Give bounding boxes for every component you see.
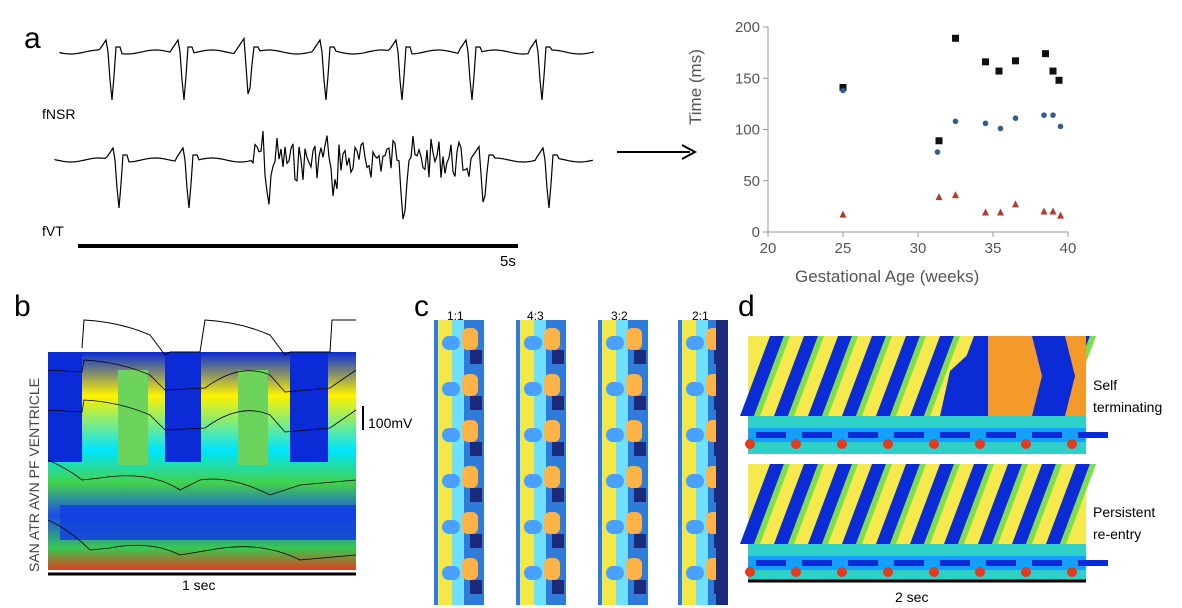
triangle-point xyxy=(1049,207,1057,215)
heatmap-green-1 xyxy=(118,370,148,465)
panel-label-a: a xyxy=(24,22,41,55)
ratio-2-1: 2:1 xyxy=(692,309,709,323)
ratio-strip xyxy=(434,320,484,605)
circle-point xyxy=(1057,123,1064,130)
ap-line-3 xyxy=(47,399,357,433)
heatmap-blue-1 xyxy=(48,352,82,462)
ap-line-4 xyxy=(47,459,357,496)
panel-c-strips xyxy=(434,320,728,605)
heatmap-green-2 xyxy=(238,370,268,465)
x-tick-label: 25 xyxy=(835,240,852,257)
circle-point xyxy=(1050,112,1056,118)
ratio-strip xyxy=(678,320,728,605)
fnsr-trace xyxy=(59,36,595,101)
y-tick-label: 100 xyxy=(735,122,760,139)
ap-line-5 xyxy=(47,519,357,561)
chart-x-axis-title: Gestational Age (weeks) xyxy=(795,267,980,286)
persistent-line2: re-entry xyxy=(1093,526,1142,542)
triangle-point xyxy=(952,191,959,199)
circle-point xyxy=(934,149,941,155)
heatmap-deep-blue xyxy=(60,505,356,540)
x-tick-label: 30 xyxy=(910,240,927,257)
panel-a-traces xyxy=(54,36,698,248)
square-point xyxy=(839,83,847,91)
square-point xyxy=(1049,67,1057,75)
x-tick-label: 40 xyxy=(1060,240,1077,257)
panel-b-heatmap xyxy=(47,319,364,576)
chart-y-axis-title: Time (ms) xyxy=(686,49,705,125)
triangle-point xyxy=(1057,211,1064,219)
fnsr-label: fNSR xyxy=(42,106,76,122)
panel-label-d: d xyxy=(738,290,755,323)
ap-line-2 xyxy=(47,359,357,393)
reentry-heatmap xyxy=(740,464,1108,582)
circle-point xyxy=(1041,112,1047,118)
ratio-strip xyxy=(598,320,648,605)
circle-point xyxy=(997,125,1004,132)
y-tick-label: 50 xyxy=(743,173,760,190)
triangle-point xyxy=(1012,200,1019,208)
circle-point xyxy=(982,120,989,127)
y-tick-label: 150 xyxy=(735,70,760,87)
triangle-point xyxy=(839,210,847,218)
square-point xyxy=(1042,50,1049,58)
x-tick-label: 35 xyxy=(985,240,1002,257)
circle-point xyxy=(840,87,846,94)
square-point xyxy=(952,34,959,42)
ratio-4-3: 4:3 xyxy=(527,309,544,323)
heatmap-blue-3 xyxy=(290,352,328,462)
circle-point xyxy=(1012,115,1019,122)
five-seconds-label: 5s xyxy=(500,253,516,270)
ratio-strip xyxy=(516,320,566,605)
heatmap-blue-2 xyxy=(165,352,201,462)
fvt-label: fVT xyxy=(42,223,64,239)
ratio-3-2: 3:2 xyxy=(611,309,628,323)
reentry-heatmap xyxy=(740,336,1108,454)
fvt-trace xyxy=(54,131,594,220)
persistent-line1: Persistent xyxy=(1093,504,1156,520)
gestational-age-scatter: 20 25 30 35 40 0 50 100 150 200 xyxy=(735,19,1077,257)
y-tick-label: 0 xyxy=(752,224,760,241)
square-point xyxy=(1055,76,1063,84)
voltage-scale-label: 100mV xyxy=(368,415,413,431)
triangle-point xyxy=(982,208,989,216)
triangle-point xyxy=(997,208,1004,216)
panel-d-heatmaps xyxy=(740,336,1108,583)
y-tick-label: 200 xyxy=(735,19,760,36)
square-point xyxy=(935,137,943,145)
ratio-1-1: 1:1 xyxy=(447,309,464,323)
square-point xyxy=(1012,57,1019,65)
triangle-point xyxy=(1040,207,1048,215)
action-potential-trace xyxy=(81,319,356,356)
arrow-head xyxy=(681,144,698,160)
x-tick-label: 20 xyxy=(760,240,777,257)
two-sec-label: 2 sec xyxy=(895,589,929,605)
circle-point xyxy=(952,118,959,125)
square-point xyxy=(995,67,1003,75)
square-point xyxy=(982,58,989,66)
panel-b-row-labels: SAN ATR AVN PF VENTRICLE xyxy=(26,378,42,572)
one-sec-label: 1 sec xyxy=(182,577,216,593)
panel-label-c: c xyxy=(414,290,429,323)
self-terminating-line1: Self xyxy=(1093,377,1118,393)
panel-label-b: b xyxy=(14,290,31,323)
self-terminating-line2: terminating xyxy=(1093,399,1163,415)
triangle-point xyxy=(935,193,943,201)
